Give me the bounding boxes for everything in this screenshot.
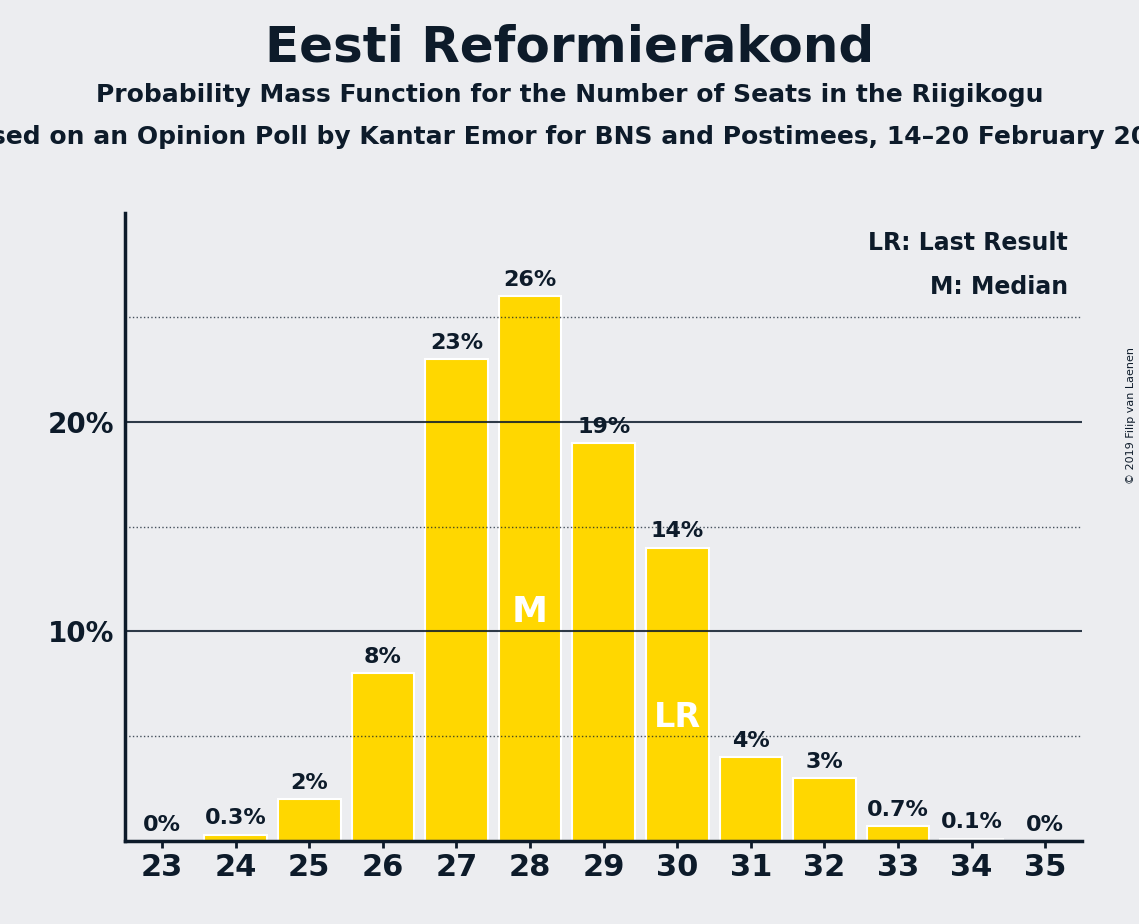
Text: © 2019 Filip van Laenen: © 2019 Filip van Laenen xyxy=(1126,347,1136,484)
Text: 3%: 3% xyxy=(805,752,843,772)
Text: 26%: 26% xyxy=(503,270,557,290)
Bar xyxy=(646,548,708,841)
Text: 4%: 4% xyxy=(732,731,770,751)
Text: LR: Last Result: LR: Last Result xyxy=(868,231,1067,255)
Bar xyxy=(278,799,341,841)
Text: 19%: 19% xyxy=(577,417,630,437)
Text: 14%: 14% xyxy=(650,521,704,541)
Text: 2%: 2% xyxy=(290,772,328,793)
Bar xyxy=(425,359,487,841)
Bar xyxy=(573,443,634,841)
Bar xyxy=(793,778,855,841)
Text: M: M xyxy=(513,595,548,629)
Text: 0.3%: 0.3% xyxy=(205,808,267,828)
Bar xyxy=(499,297,562,841)
Bar xyxy=(204,834,267,841)
Text: Eesti Reformierakond: Eesti Reformierakond xyxy=(265,23,874,71)
Text: 23%: 23% xyxy=(429,333,483,353)
Text: 0.7%: 0.7% xyxy=(867,800,929,820)
Text: 0.1%: 0.1% xyxy=(941,812,1002,833)
Text: 0%: 0% xyxy=(1026,815,1064,834)
Bar xyxy=(867,826,929,841)
Text: 0%: 0% xyxy=(144,815,181,834)
Bar xyxy=(720,757,782,841)
Bar xyxy=(941,839,1003,841)
Text: Based on an Opinion Poll by Kantar Emor for BNS and Postimees, 14–20 February 20: Based on an Opinion Poll by Kantar Emor … xyxy=(0,125,1139,149)
Bar xyxy=(352,674,415,841)
Text: LR: LR xyxy=(654,701,700,735)
Text: 8%: 8% xyxy=(364,647,402,667)
Text: Probability Mass Function for the Number of Seats in the Riigikogu: Probability Mass Function for the Number… xyxy=(96,83,1043,107)
Text: M: Median: M: Median xyxy=(929,275,1067,299)
